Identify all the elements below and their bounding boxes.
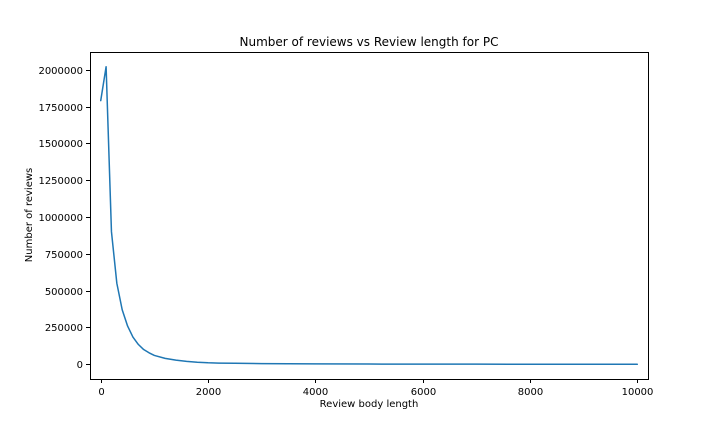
y-tick-label: 750000: [45, 250, 83, 261]
y-axis-label: Number of reviews: [24, 168, 35, 262]
plot-frame: [90, 52, 649, 380]
plot-background: [90, 52, 648, 379]
y-tick-label: 1000000: [38, 213, 83, 224]
chart-title: Number of reviews vs Review length for P…: [240, 35, 499, 49]
x-tick-label: 0: [98, 387, 104, 398]
series-group: [99, 65, 639, 365]
x-tick-label: 2000: [196, 387, 221, 398]
x-axis-label: Review body length: [320, 399, 419, 410]
y-tick-label: 0: [77, 360, 83, 371]
y-tick-label: 1500000: [38, 139, 83, 150]
y-tick-label: 2000000: [38, 66, 83, 77]
plot-area: 0 2000 4000 6000 8000 10000 0 250000 500000 7500…: [38, 52, 653, 398]
x-tick-label: 6000: [411, 387, 436, 398]
y-tick-label: 1250000: [38, 176, 83, 187]
x-tick-label: 4000: [303, 387, 328, 398]
series-line: [99, 65, 639, 365]
y-tick-label: 500000: [45, 287, 83, 298]
x-tick-label: 8000: [518, 387, 543, 398]
y-tick-label: 250000: [45, 323, 83, 334]
y-axis-ticks: 0 250000 500000 750000 1000000 1250000 1500000…: [38, 66, 90, 371]
x-tick-label: 10000: [622, 387, 654, 398]
y-tick-label: 1750000: [38, 103, 83, 114]
